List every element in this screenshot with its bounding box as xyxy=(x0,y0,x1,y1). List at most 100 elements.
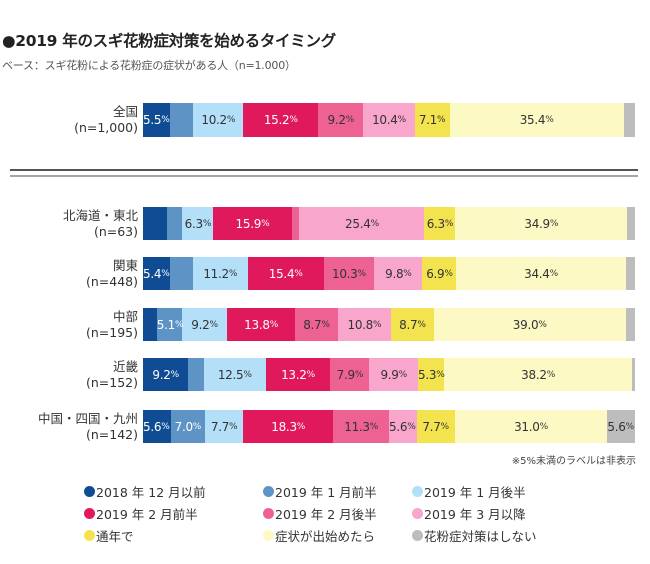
data-label: 39.0% xyxy=(434,308,626,341)
legend-swatch-icon xyxy=(84,486,95,497)
stacked-bar: 5.4% 11.2% 15.4% 10.3% 9.8% 6.9% 34.4% xyxy=(143,257,636,290)
bar-segment xyxy=(444,358,633,391)
bar-segment xyxy=(143,207,168,240)
data-label: 9.2% xyxy=(318,103,363,137)
data-label: 5.6% xyxy=(607,410,637,443)
bar-segment xyxy=(143,257,171,290)
data-label: 15.4% xyxy=(248,257,324,290)
stacked-bar: 5.6% 7.0% 7.7% 18.3% 11.3% 5.6% 7.7% 31.0% 5.6% xyxy=(143,410,637,443)
data-label-value: 15.9 xyxy=(235,216,262,231)
data-label-value: 38.2 xyxy=(521,367,547,382)
data-label: 6.9% xyxy=(422,257,456,290)
data-label-unit: % xyxy=(357,268,367,279)
data-label: 10.2% xyxy=(193,103,243,137)
bar-segment xyxy=(323,257,375,290)
bar-segment xyxy=(369,358,419,391)
data-label-unit: % xyxy=(209,319,218,330)
data-label-unit: % xyxy=(403,268,412,279)
data-label-value: 9.9 xyxy=(380,367,399,382)
data-label-value: 7.1 xyxy=(418,113,437,127)
bar-segment xyxy=(193,103,244,137)
data-label-unit: % xyxy=(545,115,554,125)
legend-item: 通年で xyxy=(84,526,134,545)
data-label: 7.7% xyxy=(417,410,455,443)
data-label: 18.3% xyxy=(243,410,333,443)
legend-item: 2019 年 2 月前半 xyxy=(84,504,198,523)
row-label: 中部 (n=195) xyxy=(86,309,138,341)
data-label-value: 7.7 xyxy=(422,419,441,434)
label-threshold-note: ※5%未満のラベルは非表示 xyxy=(511,456,636,467)
data-label-value: 5.6 xyxy=(389,419,408,434)
data-label: 5.3% xyxy=(418,358,448,391)
legend-swatch-icon xyxy=(263,530,274,541)
bar-segment xyxy=(330,358,370,391)
row-label-name: 中部 xyxy=(112,309,138,324)
row-label-name: 全国 xyxy=(112,104,138,119)
stacked-bar: 5.1% 9.2% 13.8% 8.7% 10.8% 8.7% 39.0% xyxy=(143,308,636,341)
data-label-unit: % xyxy=(398,369,408,380)
data-label-unit: % xyxy=(397,115,407,125)
data-label: 25.4% xyxy=(299,207,424,240)
data-label-value: 5.5 xyxy=(143,113,162,127)
data-label-value: 5.3 xyxy=(418,367,437,382)
data-label-value: 18.3 xyxy=(271,419,297,434)
row-label-name: 近畿 xyxy=(112,359,138,374)
bar-segment xyxy=(204,358,266,391)
bar-segment xyxy=(227,308,296,341)
data-label-unit: % xyxy=(549,268,559,279)
bar-segment xyxy=(333,410,390,443)
bar-segment xyxy=(625,308,636,341)
data-label-unit: % xyxy=(294,268,303,279)
bar-segment xyxy=(181,308,228,341)
data-label: 11.2% xyxy=(193,257,248,290)
bar-segment xyxy=(188,358,205,391)
bar-segment xyxy=(337,308,392,341)
bar-segment xyxy=(318,103,364,137)
data-label: 11.3% xyxy=(333,410,389,443)
data-label-unit: % xyxy=(321,319,330,330)
data-label-unit: % xyxy=(296,421,306,432)
data-label: 13.2% xyxy=(266,358,331,391)
data-label: 9.2% xyxy=(182,308,227,341)
chart-subtitle: ベース：スギ花粉による花粉症の症状がある人（n=1.000） xyxy=(2,59,296,72)
data-label: 38.2% xyxy=(444,358,632,391)
data-label: 31.0% xyxy=(455,410,608,443)
data-label-value: 8.7 xyxy=(303,317,322,332)
separator-line-bottom xyxy=(10,175,638,177)
bar-segment xyxy=(143,358,189,391)
bar-segment xyxy=(299,207,425,240)
data-label: 7.1% xyxy=(415,103,450,137)
data-label-value: 5.6 xyxy=(607,419,626,434)
row-label: 近畿 (n=152) xyxy=(86,359,138,391)
data-label-unit: % xyxy=(539,421,549,432)
data-label: 34.9% xyxy=(455,207,627,240)
legend-item: 花粉症対策はしない xyxy=(412,526,537,545)
data-label-value: 5.6 xyxy=(143,419,162,434)
data-label-value: 10.4 xyxy=(372,113,398,127)
legend-swatch-icon xyxy=(412,530,423,541)
data-label: 15.9% xyxy=(213,207,291,240)
legend-swatch-icon xyxy=(84,530,95,541)
data-label-value: 6.3 xyxy=(184,216,203,231)
row-label-n: (n=63) xyxy=(93,224,138,239)
data-label-unit: % xyxy=(170,369,180,380)
legend-label: 2019 年 2 月前半 xyxy=(96,507,198,522)
bar-segment xyxy=(363,103,416,137)
data-label-unit: % xyxy=(192,421,202,432)
data-label-unit: % xyxy=(444,218,454,229)
data-label-unit: % xyxy=(373,319,382,330)
data-label: 9.8% xyxy=(374,257,422,290)
data-label-unit: % xyxy=(417,319,426,330)
data-label-value: 25.4 xyxy=(345,216,371,231)
data-label-value: 34.9 xyxy=(524,216,550,231)
data-label-value: 34.4 xyxy=(524,266,550,281)
data-label-unit: % xyxy=(269,319,279,330)
data-label: 6.3% xyxy=(182,207,213,240)
bar-segment xyxy=(414,103,450,137)
data-label-unit: % xyxy=(243,369,252,380)
bar-segment xyxy=(170,103,194,137)
data-label-unit: % xyxy=(370,218,380,229)
data-label: 5.4% xyxy=(143,257,173,290)
legend-label: 2019 年 1 月前半 xyxy=(275,485,377,500)
data-label: 7.7% xyxy=(205,410,243,443)
